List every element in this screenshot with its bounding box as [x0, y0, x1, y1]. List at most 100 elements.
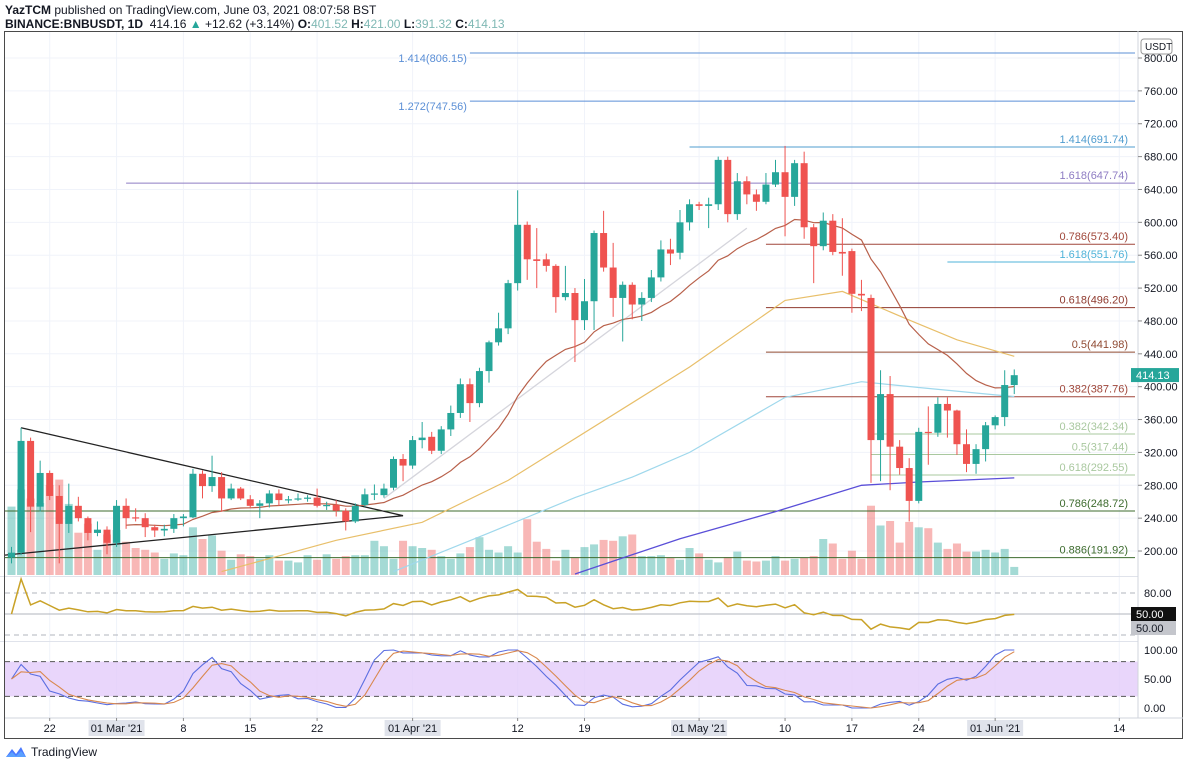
candle-body — [924, 431, 932, 434]
date-tick-label: 01 Jun '21 — [970, 723, 1020, 735]
candle-body — [781, 172, 789, 197]
ma100-line — [393, 381, 1015, 573]
publish-info: YazTCM published on TradingView.com, Jun… — [5, 3, 376, 17]
price-tick-label: 640.00 — [1144, 184, 1178, 196]
tradingview-logo-icon — [6, 747, 26, 757]
stoch-tick-label: 100.00 — [1144, 645, 1178, 657]
candle-body — [65, 505, 73, 524]
date-highlight — [384, 720, 441, 736]
tradingview-brand: TradingView — [31, 745, 98, 759]
volume-bar — [666, 557, 675, 575]
volume-bar — [637, 556, 646, 575]
volume-bar — [914, 527, 923, 575]
volume-bar — [886, 521, 895, 575]
candle-body — [36, 472, 44, 507]
date-tick-label: 19 — [578, 723, 590, 735]
candle-body — [838, 251, 846, 254]
candle-body — [571, 293, 579, 321]
volume-bar — [7, 506, 16, 575]
fib-level-label: 1.414(806.15) — [398, 53, 467, 65]
volume-bar — [246, 556, 255, 575]
price-tick-label: 680.00 — [1144, 152, 1178, 164]
candle-body — [991, 417, 999, 426]
candle-body — [332, 505, 340, 511]
candle-body — [323, 505, 331, 507]
open-value: 401.52 — [311, 17, 348, 31]
stoch-k-line — [11, 649, 1015, 709]
candle-body — [361, 494, 369, 506]
candle-body — [27, 440, 35, 507]
date-tick-label: 22 — [311, 723, 323, 735]
volume-bar — [26, 498, 35, 575]
candle-body — [227, 488, 235, 499]
candle-body — [418, 437, 426, 441]
rsi-value-tag — [1131, 621, 1176, 635]
candle-body — [475, 371, 483, 404]
volume-bar — [360, 555, 369, 575]
candle-body — [953, 410, 961, 445]
volume-bar — [93, 549, 102, 575]
last-price-tag — [1131, 368, 1179, 383]
volume-bar — [322, 554, 331, 575]
currency-badge — [1140, 38, 1173, 55]
author-name[interactable]: YazTCM — [5, 3, 52, 17]
rsi-value-label: 50.00 — [1136, 609, 1164, 621]
volume-bar — [847, 550, 856, 575]
pane-separator — [0, 641, 1138, 642]
candle-body — [428, 436, 436, 451]
date-tick-label: 01 May '21 — [672, 723, 725, 735]
fib-level-label: 0.786(573.40) — [1060, 231, 1129, 243]
volume-bar — [265, 555, 274, 575]
candle-body — [581, 301, 588, 321]
volume-bar — [475, 537, 484, 575]
volume-bar — [771, 556, 780, 575]
candle-body — [399, 458, 407, 466]
stoch-d-line — [11, 650, 1015, 709]
date-tick-label: 01 Mar '21 — [91, 723, 143, 735]
rsi-line — [10, 576, 1015, 631]
volume-bar — [838, 558, 847, 575]
price-tick-label: 560.00 — [1144, 250, 1178, 262]
tradingview-logo[interactable]: TradingView — [5, 745, 97, 759]
volume-bar — [723, 557, 732, 575]
fib-level-label: 0.618(496.20) — [1060, 295, 1129, 307]
volume-bar — [36, 503, 45, 575]
volume-bar — [943, 548, 952, 575]
price-tick-label: 600.00 — [1144, 217, 1178, 229]
price-tick-label: 320.00 — [1144, 447, 1178, 459]
date-highlight — [88, 720, 145, 736]
volume-bar — [790, 558, 799, 575]
volume-bar — [580, 547, 589, 575]
candle-body — [380, 488, 388, 496]
volume-bar — [217, 550, 226, 575]
volume-bar — [895, 542, 904, 575]
volume-bar — [714, 562, 723, 575]
candle-body — [819, 220, 827, 247]
price-chart[interactable]: 1.414(806.15) 1.272(747.56) 1.414(691.74) 1… — [0, 0, 1186, 745]
candle-body — [179, 516, 187, 519]
price-tick-label: 400.00 — [1144, 382, 1178, 394]
price-tick-label: 520.00 — [1144, 283, 1178, 295]
volume-bar — [418, 548, 427, 575]
volume-bar — [198, 539, 207, 575]
candle-body — [657, 249, 665, 278]
fib-level-label: 1.414(691.74) — [1060, 134, 1129, 146]
candle-body — [857, 293, 865, 296]
candle-body — [265, 493, 273, 504]
candle-body — [46, 472, 54, 496]
candle-body — [915, 431, 923, 501]
candle-body — [533, 259, 541, 261]
volume-bar — [561, 549, 570, 575]
candle-body — [877, 394, 885, 441]
volume-bar — [676, 559, 684, 575]
fib-level-label: 0.5(441.98) — [1072, 339, 1128, 351]
volume-bar — [389, 558, 398, 575]
volume-bar — [446, 558, 455, 575]
volume-bar — [160, 558, 169, 575]
candle-body — [638, 297, 646, 305]
candle-body — [495, 328, 503, 343]
volume-bar — [208, 535, 217, 575]
candle-body — [724, 159, 732, 215]
date-tick-label: 10 — [779, 723, 791, 735]
candle-body — [800, 163, 808, 228]
